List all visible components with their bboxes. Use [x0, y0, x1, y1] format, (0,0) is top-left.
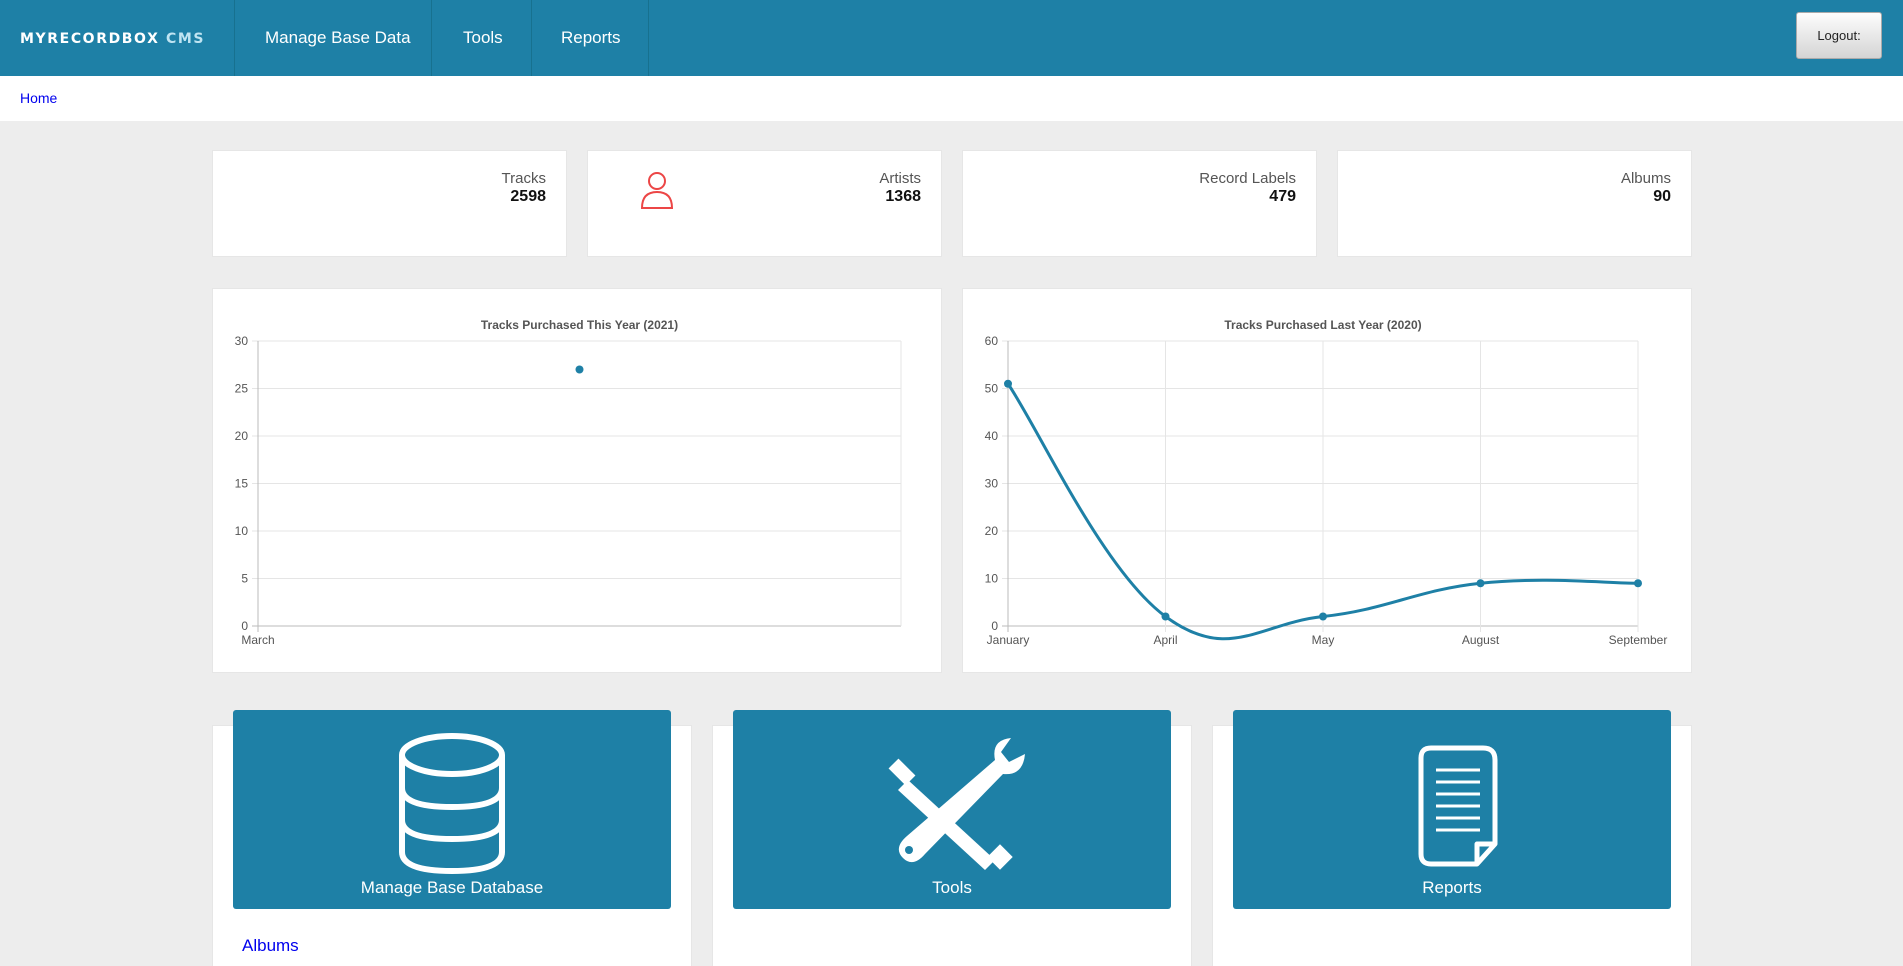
nav-divider — [648, 0, 649, 76]
stat-label-tracks: Tracks — [501, 170, 546, 187]
nav-tools[interactable]: Tools — [463, 28, 503, 47]
y-tick-label: 5 — [241, 572, 248, 586]
x-tick-label: May — [1312, 633, 1335, 647]
y-tick-label: 60 — [985, 334, 999, 348]
stat-label-record-labels: Record Labels — [1199, 170, 1296, 187]
y-tick-label: 0 — [241, 619, 248, 633]
chart-card-last-year: Tracks Purchased Last Year (2020) 0 10 20 30… — [962, 288, 1692, 673]
tile-tools[interactable]: Tools — [733, 710, 1171, 909]
y-tick-label: 10 — [985, 572, 999, 586]
y-tick-label: 10 — [235, 524, 249, 538]
y-tick-label: 30 — [235, 334, 249, 348]
albums-link[interactable]: Albums — [242, 936, 299, 955]
people-group-icon — [629, 171, 684, 209]
albums-icon-box — [1358, 141, 1455, 238]
nav-divider — [531, 0, 532, 76]
y-tick-label: 30 — [985, 477, 999, 491]
music-note-icon — [253, 158, 309, 219]
series-line — [1006, 382, 1639, 641]
tile-manage-base-database[interactable]: Manage Base Database — [233, 710, 671, 909]
chart-title: Tracks Purchased This Year (2021) — [481, 318, 678, 332]
record-labels-icon-box — [983, 141, 1080, 238]
nav-divider — [234, 0, 235, 76]
data-point — [1004, 379, 1012, 388]
nav-manage-base-data[interactable]: Manage Base Data — [265, 28, 411, 47]
data-point — [1161, 612, 1170, 621]
y-tick-label: 25 — [235, 382, 249, 396]
breadcrumb: Home — [0, 76, 1903, 121]
database-icon — [399, 733, 505, 875]
tile-label-manage-base-database: Manage Base Database — [360, 878, 544, 897]
y-tick-label: 20 — [985, 524, 999, 538]
data-point — [575, 365, 584, 374]
music-folder-icon — [1375, 165, 1438, 218]
nav-reports[interactable]: Reports — [561, 28, 621, 47]
nav-divider — [431, 0, 432, 76]
artists-icon-box — [608, 141, 705, 238]
tools-icon — [888, 738, 1025, 870]
stat-value-albums: 90 — [1653, 188, 1671, 205]
logout-button[interactable]: Logout: — [1796, 12, 1882, 59]
x-tick-label: January — [987, 633, 1030, 647]
x-tick-label: August — [1462, 633, 1500, 647]
y-tick-label: 20 — [235, 429, 249, 443]
chart-title: Tracks Purchased Last Year (2020) — [1224, 318, 1421, 332]
tracks-icon-box — [233, 141, 330, 238]
data-point — [1634, 579, 1642, 588]
x-tick-label: March — [241, 633, 274, 647]
stat-value-artists: 1368 — [885, 188, 921, 205]
tile-reports[interactable]: Reports — [1233, 710, 1671, 909]
brand-name: MYRECORDBOX — [20, 31, 160, 47]
x-tick-label: September — [1609, 633, 1668, 647]
data-point — [1476, 579, 1485, 588]
microphone-icon — [1011, 155, 1052, 223]
top-navbar: MYRECORDBOX CMS Manage Base Data Tools R… — [0, 0, 1903, 76]
tile-label-reports: Reports — [1422, 878, 1482, 897]
stat-value-tracks: 2598 — [510, 188, 546, 205]
chart-last-year: Tracks Purchased Last Year (2020) 0 10 20 30… — [985, 318, 1668, 647]
chart-this-year: Tracks Purchased This Year (2021) 0 5 10 15 2… — [235, 318, 902, 647]
y-tick-label: 40 — [985, 429, 999, 443]
x-tick-label: April — [1153, 633, 1177, 647]
y-tick-label: 50 — [985, 382, 999, 396]
brand-logo[interactable]: MYRECORDBOX CMS — [20, 31, 205, 47]
stat-label-artists: Artists — [879, 170, 921, 187]
y-tick-label: 0 — [991, 619, 998, 633]
chart-card-this-year: Tracks Purchased This Year (2021) 0 5 10 15 2… — [212, 288, 942, 673]
stat-label-albums: Albums — [1620, 170, 1671, 187]
breadcrumb-home-link[interactable]: Home — [20, 90, 58, 106]
y-tick-label: 15 — [235, 477, 249, 491]
stat-value-record-labels: 479 — [1269, 188, 1296, 205]
document-icon — [1418, 745, 1498, 867]
brand-suffix: CMS — [165, 31, 206, 47]
tile-label-tools: Tools — [932, 878, 972, 897]
data-point — [1319, 612, 1327, 621]
